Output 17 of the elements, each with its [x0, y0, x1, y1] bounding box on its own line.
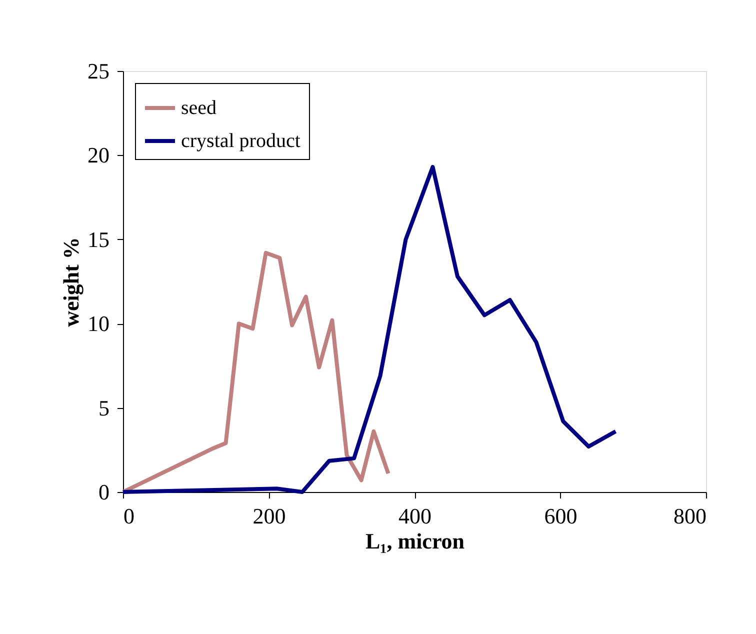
y-tick-label: 10 — [88, 311, 110, 336]
y-tick-label: 25 — [88, 58, 110, 84]
x-tick-label: 200 — [252, 504, 286, 528]
y-tick-label: 5 — [98, 395, 110, 420]
line-series — [121, 250, 390, 494]
x-tick-label: 400 — [398, 504, 432, 528]
y-tick-label: 20 — [88, 142, 110, 168]
x-tick-label: 800 — [674, 504, 706, 528]
x-tick-label: 0 — [124, 504, 134, 528]
legend-label: seed — [181, 97, 217, 119]
x-tick-label: 600 — [544, 504, 578, 528]
line-series — [121, 164, 618, 494]
y-tick-label: 15 — [88, 226, 110, 252]
x-axis-title: L₁, micron — [365, 528, 465, 554]
y-axis-title: weight % — [58, 237, 84, 327]
legend-label: crystal product — [181, 130, 301, 152]
y-tick-label: 0 — [98, 480, 110, 504]
